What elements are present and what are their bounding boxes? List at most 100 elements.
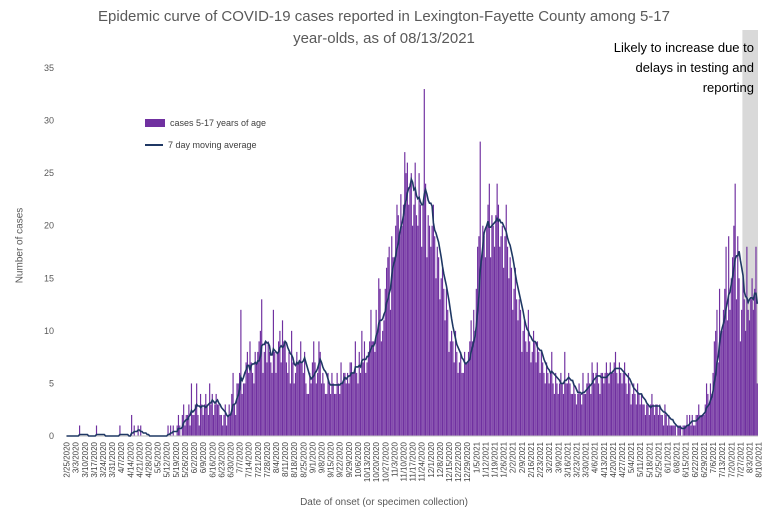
- bar: [343, 372, 345, 436]
- bar: [696, 414, 699, 436]
- bar: [212, 414, 215, 436]
- bar: [525, 341, 527, 436]
- bar: [483, 236, 485, 436]
- x-tick-label: 7/13/2021: [718, 441, 727, 477]
- x-tick-label: 3/17/2020: [90, 441, 99, 477]
- bar: [259, 330, 261, 436]
- bar: [547, 372, 549, 436]
- bar: [436, 246, 438, 436]
- bar: [345, 383, 347, 436]
- bar: [682, 425, 684, 436]
- bar: [535, 362, 537, 436]
- bar: [255, 362, 258, 436]
- bar: [432, 204, 434, 436]
- bar: [491, 215, 493, 436]
- bar: [330, 393, 332, 436]
- bar: [724, 288, 726, 436]
- bar: [635, 404, 637, 436]
- y-axis-label: Number of cases: [14, 207, 26, 284]
- bar: [304, 351, 306, 436]
- x-tick-label: 5/5/2020: [154, 441, 163, 473]
- x-tick-label: 6/9/2020: [199, 441, 208, 473]
- bar: [332, 383, 334, 436]
- bar: [417, 225, 419, 436]
- bar: [241, 393, 243, 436]
- bar: [694, 425, 696, 436]
- bar: [391, 236, 393, 436]
- bar: [408, 204, 410, 436]
- bar: [219, 414, 221, 436]
- bar: [448, 351, 450, 436]
- bar: [236, 383, 238, 436]
- bar: [685, 425, 687, 436]
- bar: [375, 309, 377, 436]
- bar: [445, 288, 447, 436]
- bar: [385, 267, 388, 436]
- bar: [344, 372, 346, 436]
- chart-title-line-2: year-olds, as of 08/13/2021: [293, 30, 475, 47]
- bar: [713, 341, 715, 436]
- bar: [315, 383, 317, 436]
- bar: [395, 225, 397, 436]
- delay-annotation: Likely to increase due to delays in test…: [614, 38, 754, 98]
- x-tick-label: 6/30/2020: [227, 441, 236, 477]
- bar: [585, 393, 587, 436]
- bar: [739, 341, 741, 436]
- bar: [283, 341, 285, 436]
- bar: [743, 299, 745, 436]
- bar: [314, 362, 316, 436]
- x-tick-label: 7/27/2021: [736, 441, 745, 477]
- bar: [235, 414, 237, 436]
- bar: [748, 320, 751, 436]
- bar: [720, 330, 722, 436]
- bar: [428, 225, 431, 436]
- x-tick-label: 2/9/2021: [518, 441, 527, 473]
- bar: [477, 246, 479, 436]
- bar: [426, 257, 428, 436]
- bar: [228, 404, 230, 436]
- bar: [609, 362, 611, 436]
- x-tick-label: 10/27/2020: [381, 441, 390, 482]
- bar: [439, 299, 441, 436]
- x-tick-label: 9/8/2020: [318, 441, 327, 473]
- bar: [293, 383, 295, 436]
- bar: [605, 362, 607, 436]
- x-tick-label: 5/26/2020: [181, 441, 190, 477]
- bar: [637, 383, 639, 436]
- bar: [695, 414, 697, 436]
- bar: [665, 414, 667, 436]
- bar: [356, 372, 358, 436]
- bar: [177, 414, 180, 436]
- x-tick-label: 5/4/2021: [627, 441, 636, 473]
- bar: [440, 278, 442, 436]
- bar: [233, 404, 235, 436]
- bar: [369, 341, 371, 436]
- bar: [214, 404, 216, 436]
- bar: [540, 351, 542, 436]
- moving-average-line: [66, 176, 759, 437]
- bar: [661, 414, 663, 436]
- legend-label-cases: cases 5-17 years of age: [170, 118, 267, 128]
- bar: [389, 309, 392, 436]
- bar: [728, 236, 730, 436]
- x-tick-label: 8/3/2021: [746, 441, 755, 473]
- bar: [302, 372, 304, 436]
- bar: [410, 173, 412, 436]
- bar: [218, 404, 220, 436]
- bar: [734, 183, 736, 436]
- bar: [415, 215, 418, 436]
- bar: [322, 372, 324, 436]
- x-tick-label: 4/7/2020: [117, 441, 126, 473]
- x-tick-label: 3/9/2021: [554, 441, 563, 473]
- bar: [729, 309, 731, 436]
- bar: [475, 288, 477, 436]
- bar: [261, 299, 263, 436]
- bar: [197, 414, 199, 436]
- bar: [131, 414, 133, 436]
- bar: [519, 309, 522, 436]
- bar: [630, 404, 632, 436]
- bar: [702, 414, 704, 436]
- bar: [252, 372, 254, 436]
- bar: [529, 341, 531, 436]
- bar: [742, 278, 744, 436]
